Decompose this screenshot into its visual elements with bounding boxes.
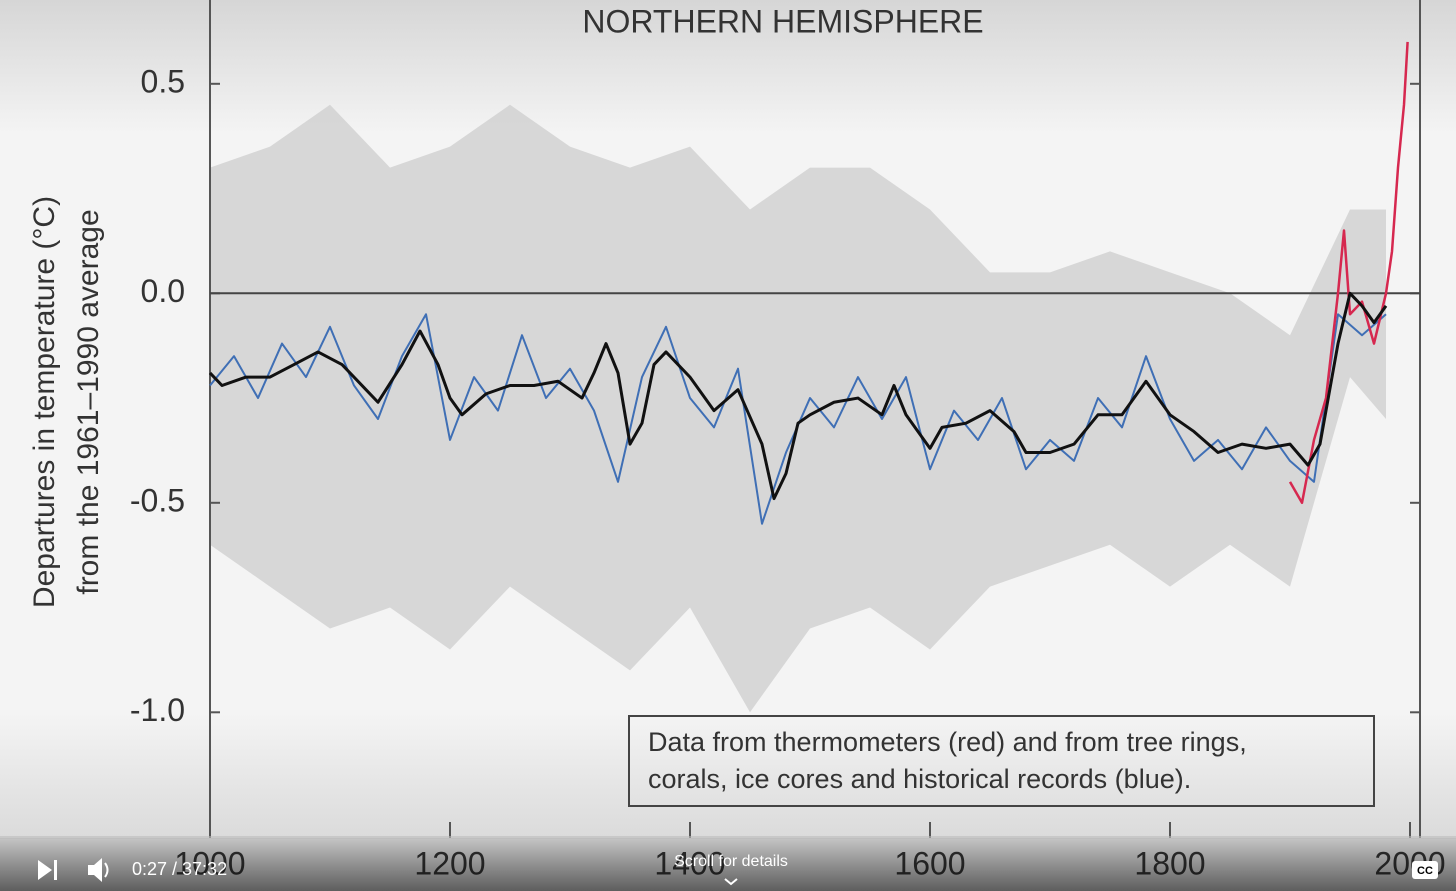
y-tick-label: -0.5 <box>130 482 185 518</box>
cc-label[interactable]: CC <box>1417 865 1433 877</box>
scroll-hint[interactable]: Scroll for details <box>674 853 788 870</box>
cc-button[interactable] <box>1412 861 1438 879</box>
player-controls: 0:27 / 37:32 Scroll for details CC <box>0 836 1456 891</box>
series-line <box>1288 41 1409 505</box>
progress-bar[interactable] <box>0 836 1456 839</box>
annotation-box <box>628 715 1375 807</box>
series-line <box>208 291 1388 501</box>
volume-button[interactable] <box>88 858 109 882</box>
y-tick-label: 0.5 <box>141 63 185 99</box>
y-axis-title: from the 1961–1990 average <box>72 209 105 594</box>
annotation: Data from thermometers (red) and from tr… <box>648 727 1247 757</box>
uncertainty-band <box>210 104 1386 713</box>
chevron[interactable] <box>724 878 738 886</box>
y-tick-label: 0.0 <box>141 273 185 309</box>
y-tick-label: -1.0 <box>130 692 185 728</box>
time-display: 0:27 / 37:32 <box>132 859 227 879</box>
next-button[interactable] <box>38 860 57 880</box>
annotation: corals, ice cores and historical records… <box>648 764 1191 794</box>
y-axis-title: Departures in temperature (°C) <box>28 196 61 608</box>
chart-title: NORTHERN HEMISPHERE <box>582 3 983 39</box>
